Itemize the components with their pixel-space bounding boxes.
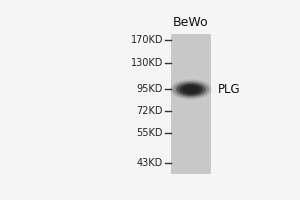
Text: 170KD: 170KD [130, 35, 163, 45]
Ellipse shape [183, 85, 199, 93]
Text: 95KD: 95KD [137, 84, 163, 94]
Ellipse shape [179, 84, 203, 95]
Text: PLG: PLG [218, 83, 240, 96]
Text: 72KD: 72KD [136, 106, 163, 116]
Bar [171, 34, 211, 174]
Text: 55KD: 55KD [136, 128, 163, 138]
Ellipse shape [173, 81, 209, 98]
Text: 43KD: 43KD [137, 158, 163, 168]
Text: BeWo: BeWo [173, 16, 209, 29]
Ellipse shape [170, 79, 212, 99]
Text: 130KD: 130KD [131, 58, 163, 68]
Ellipse shape [176, 83, 206, 96]
